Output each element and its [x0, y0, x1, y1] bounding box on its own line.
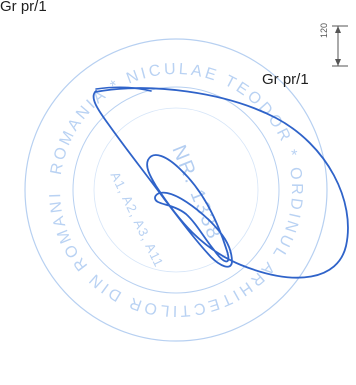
dimension-marker — [320, 24, 350, 68]
stamp-middle-ring — [72, 86, 280, 294]
stamp-outer-ring — [24, 38, 328, 342]
signature-stroke-main — [92, 87, 349, 279]
dimension-line-graphic — [332, 25, 348, 67]
stamp-inner-ring — [93, 107, 259, 273]
drawing-label-right: Gr pr/1 — [262, 71, 309, 88]
dimension-value: 120 — [319, 22, 329, 38]
drawing-label-top-left: Gr pr/1 — [0, 0, 47, 15]
signature-stroke-tail — [95, 86, 152, 92]
